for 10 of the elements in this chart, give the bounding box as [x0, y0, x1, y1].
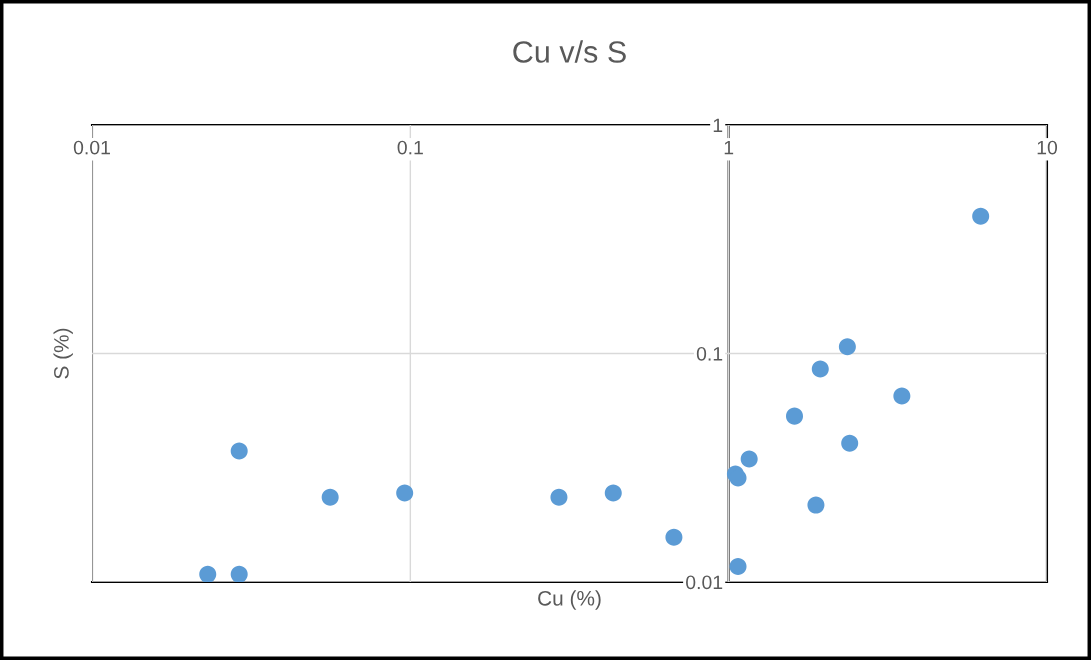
y-tick-label: 1	[713, 118, 723, 133]
x-tick-label: 10	[1037, 140, 1058, 155]
y-tick-label: 0.01	[686, 575, 723, 590]
x-tick-label: 0.01	[73, 140, 110, 155]
chart-title: Cu v/s S	[513, 40, 626, 63]
x-tick-label: 1	[724, 140, 734, 155]
y-axis-title: S (%)	[53, 328, 73, 379]
x-axis-title: Cu (%)	[538, 590, 601, 610]
y-tick-label: 0.1	[696, 346, 723, 361]
x-tick-label: 0.1	[397, 140, 423, 155]
